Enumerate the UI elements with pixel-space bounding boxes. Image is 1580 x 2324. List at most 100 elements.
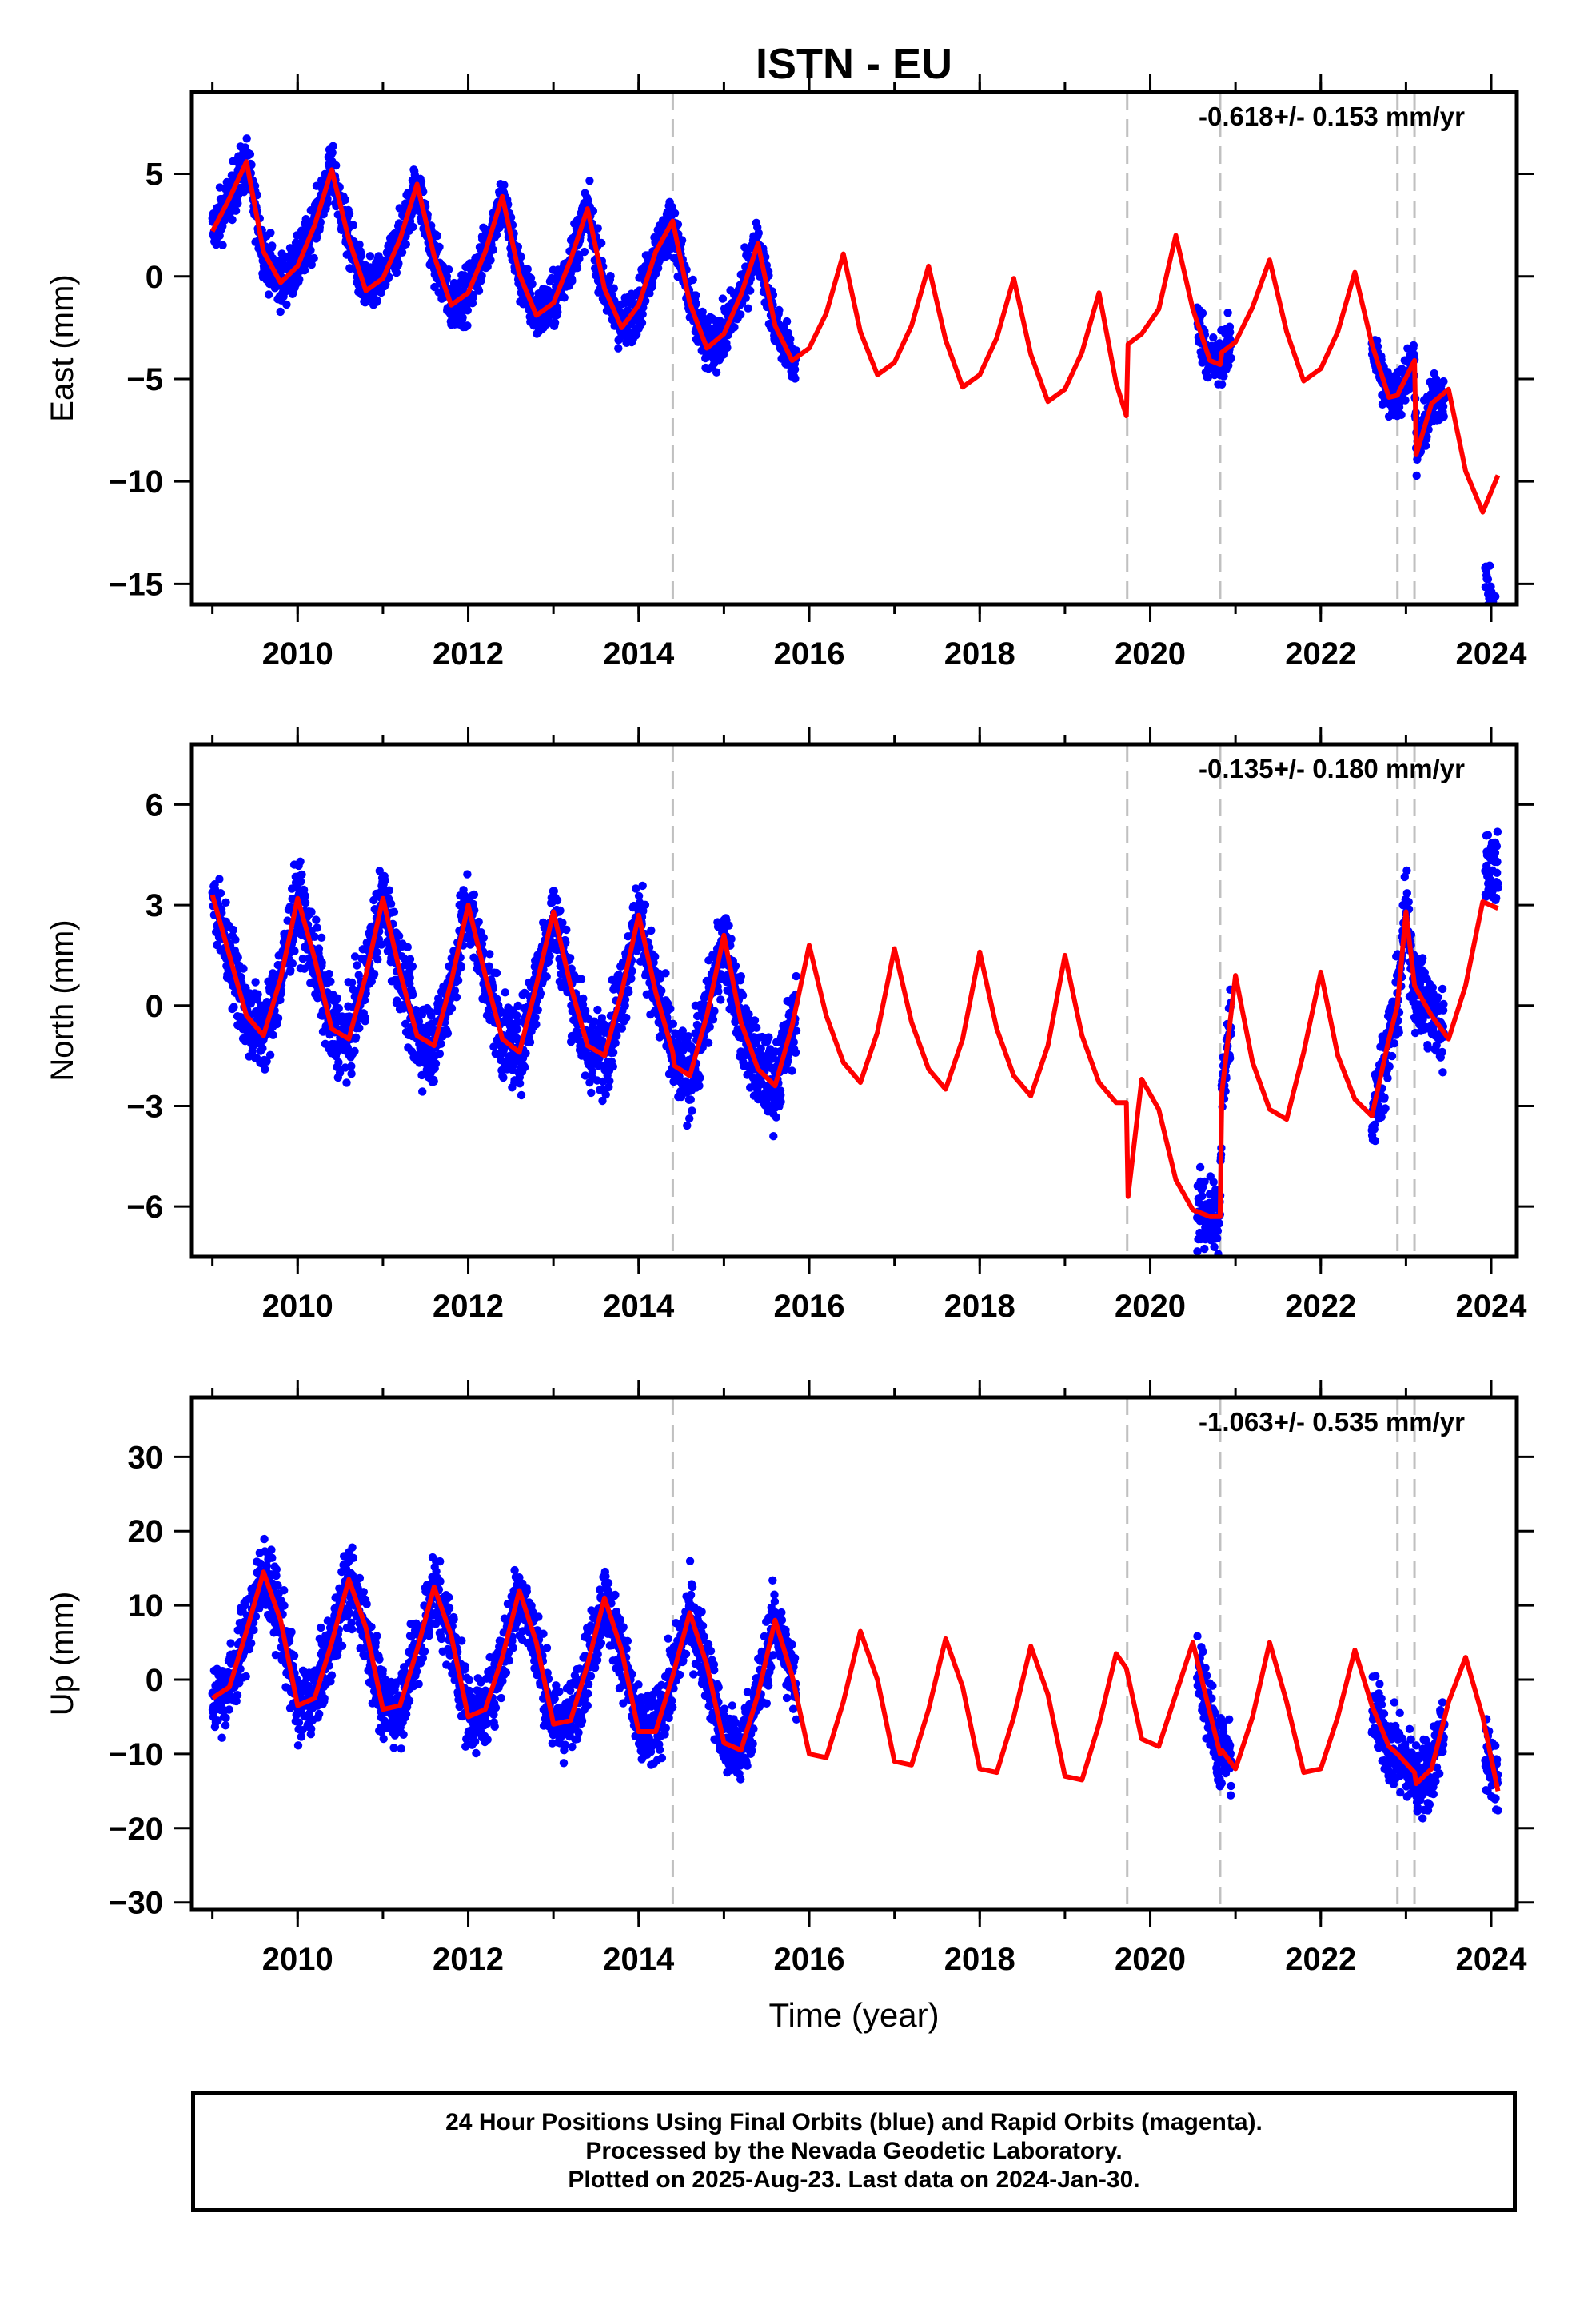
north-data-point	[432, 1059, 440, 1067]
north-data-point	[315, 944, 323, 952]
north-data-point	[453, 993, 461, 1001]
north-data-point	[463, 870, 471, 878]
north-data-point	[444, 1030, 452, 1038]
north-data-point	[521, 1049, 529, 1057]
north-data-point	[739, 991, 747, 999]
east-data-point	[349, 221, 357, 229]
east-x-tick-label: 2018	[944, 636, 1015, 672]
north-data-point	[724, 922, 732, 930]
north-data-point	[716, 995, 724, 1003]
east-data-point	[692, 291, 700, 299]
east-x-tick-label: 2022	[1285, 636, 1356, 672]
east-data-point	[1226, 328, 1234, 336]
north-data-point	[229, 1003, 237, 1011]
east-y-tick-label: −5	[126, 362, 163, 397]
east-data-point	[475, 287, 483, 295]
east-data-point	[1439, 402, 1447, 410]
north-data-point	[593, 1006, 601, 1014]
east-data-point	[610, 285, 618, 293]
east-data-point	[463, 321, 471, 329]
east-data-point	[1218, 381, 1226, 389]
north-data-point	[418, 1087, 426, 1095]
east-data-point	[1484, 575, 1492, 583]
east-data-point	[575, 254, 583, 262]
east-data-point	[458, 313, 466, 321]
north-data-point	[545, 952, 553, 960]
east-data-point	[232, 207, 240, 215]
east-data-point	[1401, 396, 1409, 404]
east-frame	[191, 92, 1517, 604]
east-data-point	[500, 181, 508, 189]
east-x-tick-label: 2010	[262, 636, 333, 672]
north-data-point	[217, 889, 225, 897]
east-data-point	[1490, 623, 1498, 631]
north-data-point	[772, 1113, 780, 1121]
east-data-point	[277, 308, 285, 316]
east-data-point	[1491, 592, 1499, 600]
east-data-point	[282, 301, 290, 309]
north-data-point	[409, 963, 417, 971]
north-data-point	[326, 978, 334, 986]
east-data-point	[1227, 354, 1235, 362]
north-data-point	[714, 987, 722, 995]
east-data-point	[489, 245, 497, 253]
north-data-point	[470, 891, 478, 899]
north-data-point	[325, 970, 333, 978]
east-y-tick-label: 5	[146, 157, 163, 193]
north-data-point	[485, 950, 493, 958]
north-data-point	[239, 964, 247, 972]
north-data-point	[704, 1039, 712, 1047]
north-data-point	[553, 896, 561, 904]
north-data-point	[501, 988, 509, 996]
east-data-point	[638, 319, 646, 327]
north-data-point	[605, 1077, 613, 1085]
east-data-point	[573, 264, 581, 272]
north-data-point	[537, 990, 545, 998]
east-data-point	[524, 265, 532, 273]
east-data-point	[445, 265, 453, 273]
north-data-point	[395, 932, 403, 940]
east-data-point	[614, 345, 622, 353]
east-data-point	[723, 344, 731, 352]
east-data-point	[712, 369, 720, 377]
north-data-point	[517, 1091, 525, 1099]
east-data-point	[746, 286, 754, 294]
east-data-point	[486, 256, 494, 264]
north-data-point	[696, 1074, 704, 1082]
east-data-point	[755, 229, 763, 237]
east-data-point	[228, 216, 236, 224]
north-data-point	[437, 1040, 445, 1048]
east-data-point	[464, 306, 472, 314]
north-data-point	[480, 934, 488, 942]
north-data-point	[612, 1032, 620, 1040]
north-data-point	[448, 1004, 456, 1012]
north-data-point	[521, 1063, 529, 1071]
east-data-point	[357, 249, 365, 257]
north-data-point	[710, 1007, 718, 1015]
north-data-point	[669, 1020, 677, 1028]
north-data-point	[261, 1066, 269, 1074]
east-data-point	[1410, 341, 1418, 349]
east-data-point	[233, 199, 241, 207]
north-data-point	[297, 871, 305, 879]
east-data-point	[341, 196, 349, 204]
north-data-point	[543, 972, 551, 980]
east-data-point	[594, 224, 602, 232]
east-data-point	[329, 142, 337, 150]
east-data-point	[1440, 413, 1448, 421]
north-data-point	[361, 1017, 369, 1025]
east-data-point	[551, 318, 559, 326]
east-data-point	[528, 280, 536, 288]
north-data-point	[253, 991, 261, 999]
east-x-tick-label: 2012	[433, 636, 504, 672]
north-data-point	[352, 1034, 360, 1042]
north-data-point	[347, 1062, 355, 1070]
north-data-point	[409, 991, 417, 999]
east-data-point	[775, 306, 783, 314]
north-data-point	[577, 975, 585, 983]
north-data-point	[651, 952, 659, 960]
north-data-point	[251, 978, 259, 986]
east-data-point	[671, 209, 679, 217]
north-data-point	[313, 923, 321, 931]
